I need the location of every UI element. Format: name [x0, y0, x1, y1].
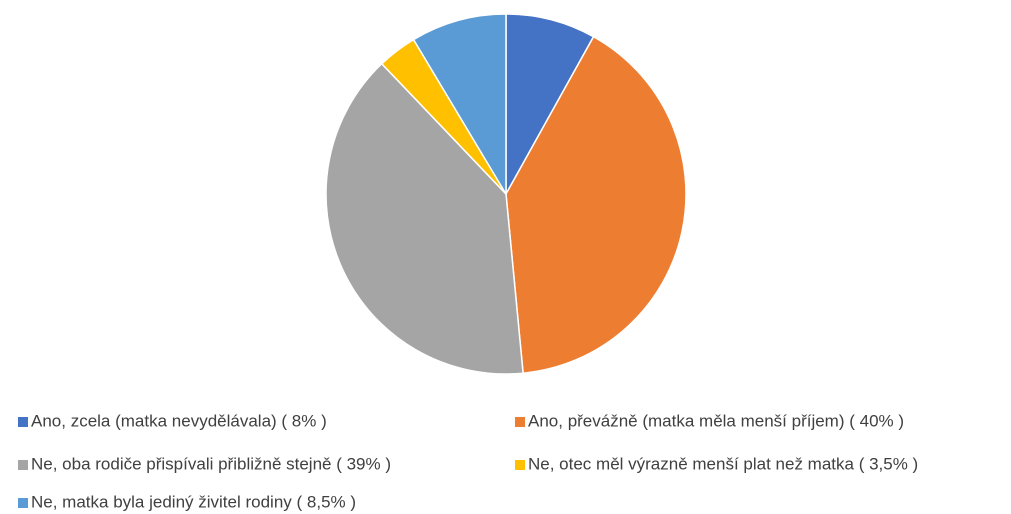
legend-marker [18, 417, 28, 427]
legend-label: Ne, oba rodiče přispívali přibližně stej… [31, 454, 391, 473]
pie-slice [505, 13, 595, 197]
legend-label: Ano, převážně (matka měla menší příjem) … [528, 411, 904, 430]
legend-marker [515, 417, 525, 427]
legend-marker [515, 460, 525, 470]
legend-marker [18, 498, 28, 508]
pie-slice [412, 13, 507, 197]
legend-label: Ne, otec měl výrazně menší plat než matk… [528, 454, 918, 473]
legend-label: Ano, zcela (matka nevydělávala) ( 8% ) [31, 411, 327, 430]
pie-slice [325, 62, 524, 375]
legend-marker [18, 460, 28, 470]
legend-label: Ne, matka byla jediný živitel rodiny ( 8… [31, 492, 356, 511]
pie-slice [505, 35, 687, 375]
